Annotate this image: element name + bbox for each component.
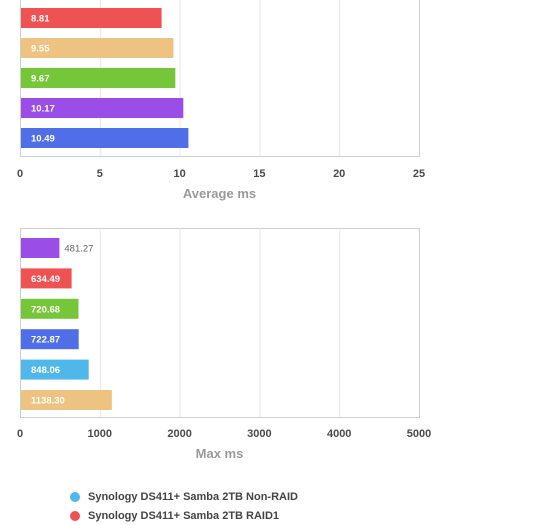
bar-data-label: 8.81 bbox=[31, 14, 50, 25]
x-tick-label: 5000 bbox=[407, 428, 431, 440]
bar[interactable] bbox=[21, 8, 162, 28]
x-tick-label: 20 bbox=[333, 168, 345, 180]
x-tick-label: 0 bbox=[17, 168, 23, 180]
x-axis-title: Max ms bbox=[196, 446, 244, 461]
x-tick-label: 25 bbox=[413, 168, 425, 180]
bar-data-label: 722.87 bbox=[31, 335, 60, 346]
bar-data-label: 634.49 bbox=[31, 274, 60, 285]
bar-data-label: 848.06 bbox=[31, 365, 60, 376]
x-tick-label: 2000 bbox=[167, 428, 191, 440]
plot-area bbox=[20, 228, 420, 418]
max-ms-chart: 0 1000 2000 3000 4000 5000 481.27 634.49 720.68 7… bbox=[17, 228, 431, 461]
bar-data-label: 1138.30 bbox=[31, 396, 65, 407]
bar[interactable] bbox=[21, 359, 89, 380]
bar[interactable] bbox=[21, 329, 79, 350]
bar[interactable] bbox=[21, 128, 189, 148]
bar-data-label: 10.17 bbox=[31, 104, 55, 115]
legend-label: Synology DS411+ Samba 2TB Non-RAID bbox=[88, 490, 298, 503]
legend-marker-icon bbox=[70, 491, 80, 502]
x-tick-label: 1000 bbox=[88, 428, 112, 440]
x-axis-title: Average ms bbox=[183, 186, 256, 201]
legend-item[interactable]: Synology DS411+ Samba 2TB Non-RAID bbox=[70, 487, 298, 506]
legend: Synology DS411+ Samba 2TB Non-RAID Synol… bbox=[70, 487, 298, 525]
bar[interactable] bbox=[21, 68, 176, 88]
bar[interactable] bbox=[21, 298, 79, 319]
x-tick-label: 10 bbox=[173, 168, 185, 180]
bar[interactable] bbox=[21, 238, 60, 258]
bar-data-label: 481.27 bbox=[64, 244, 93, 255]
plot-area bbox=[20, 0, 420, 157]
bar-data-label: 720.68 bbox=[31, 304, 60, 315]
bar[interactable] bbox=[21, 38, 174, 58]
x-tick-label: 3000 bbox=[247, 428, 271, 440]
bar[interactable] bbox=[21, 390, 112, 410]
bar-data-label: 10.49 bbox=[31, 134, 55, 145]
x-tick-label: 0 bbox=[17, 428, 23, 440]
bar-data-label: 9.55 bbox=[31, 44, 50, 55]
x-tick-label: 5 bbox=[97, 168, 103, 180]
x-tick-label: 4000 bbox=[327, 428, 351, 440]
bar[interactable] bbox=[21, 98, 184, 118]
bar-data-label: 9.67 bbox=[31, 74, 50, 85]
bar[interactable] bbox=[21, 268, 72, 289]
average-ms-chart: 0 5 10 15 20 25 8.81 9.55 9.67 10.17 10.49 Average … bbox=[17, 0, 425, 201]
x-tick-label: 15 bbox=[253, 168, 265, 180]
